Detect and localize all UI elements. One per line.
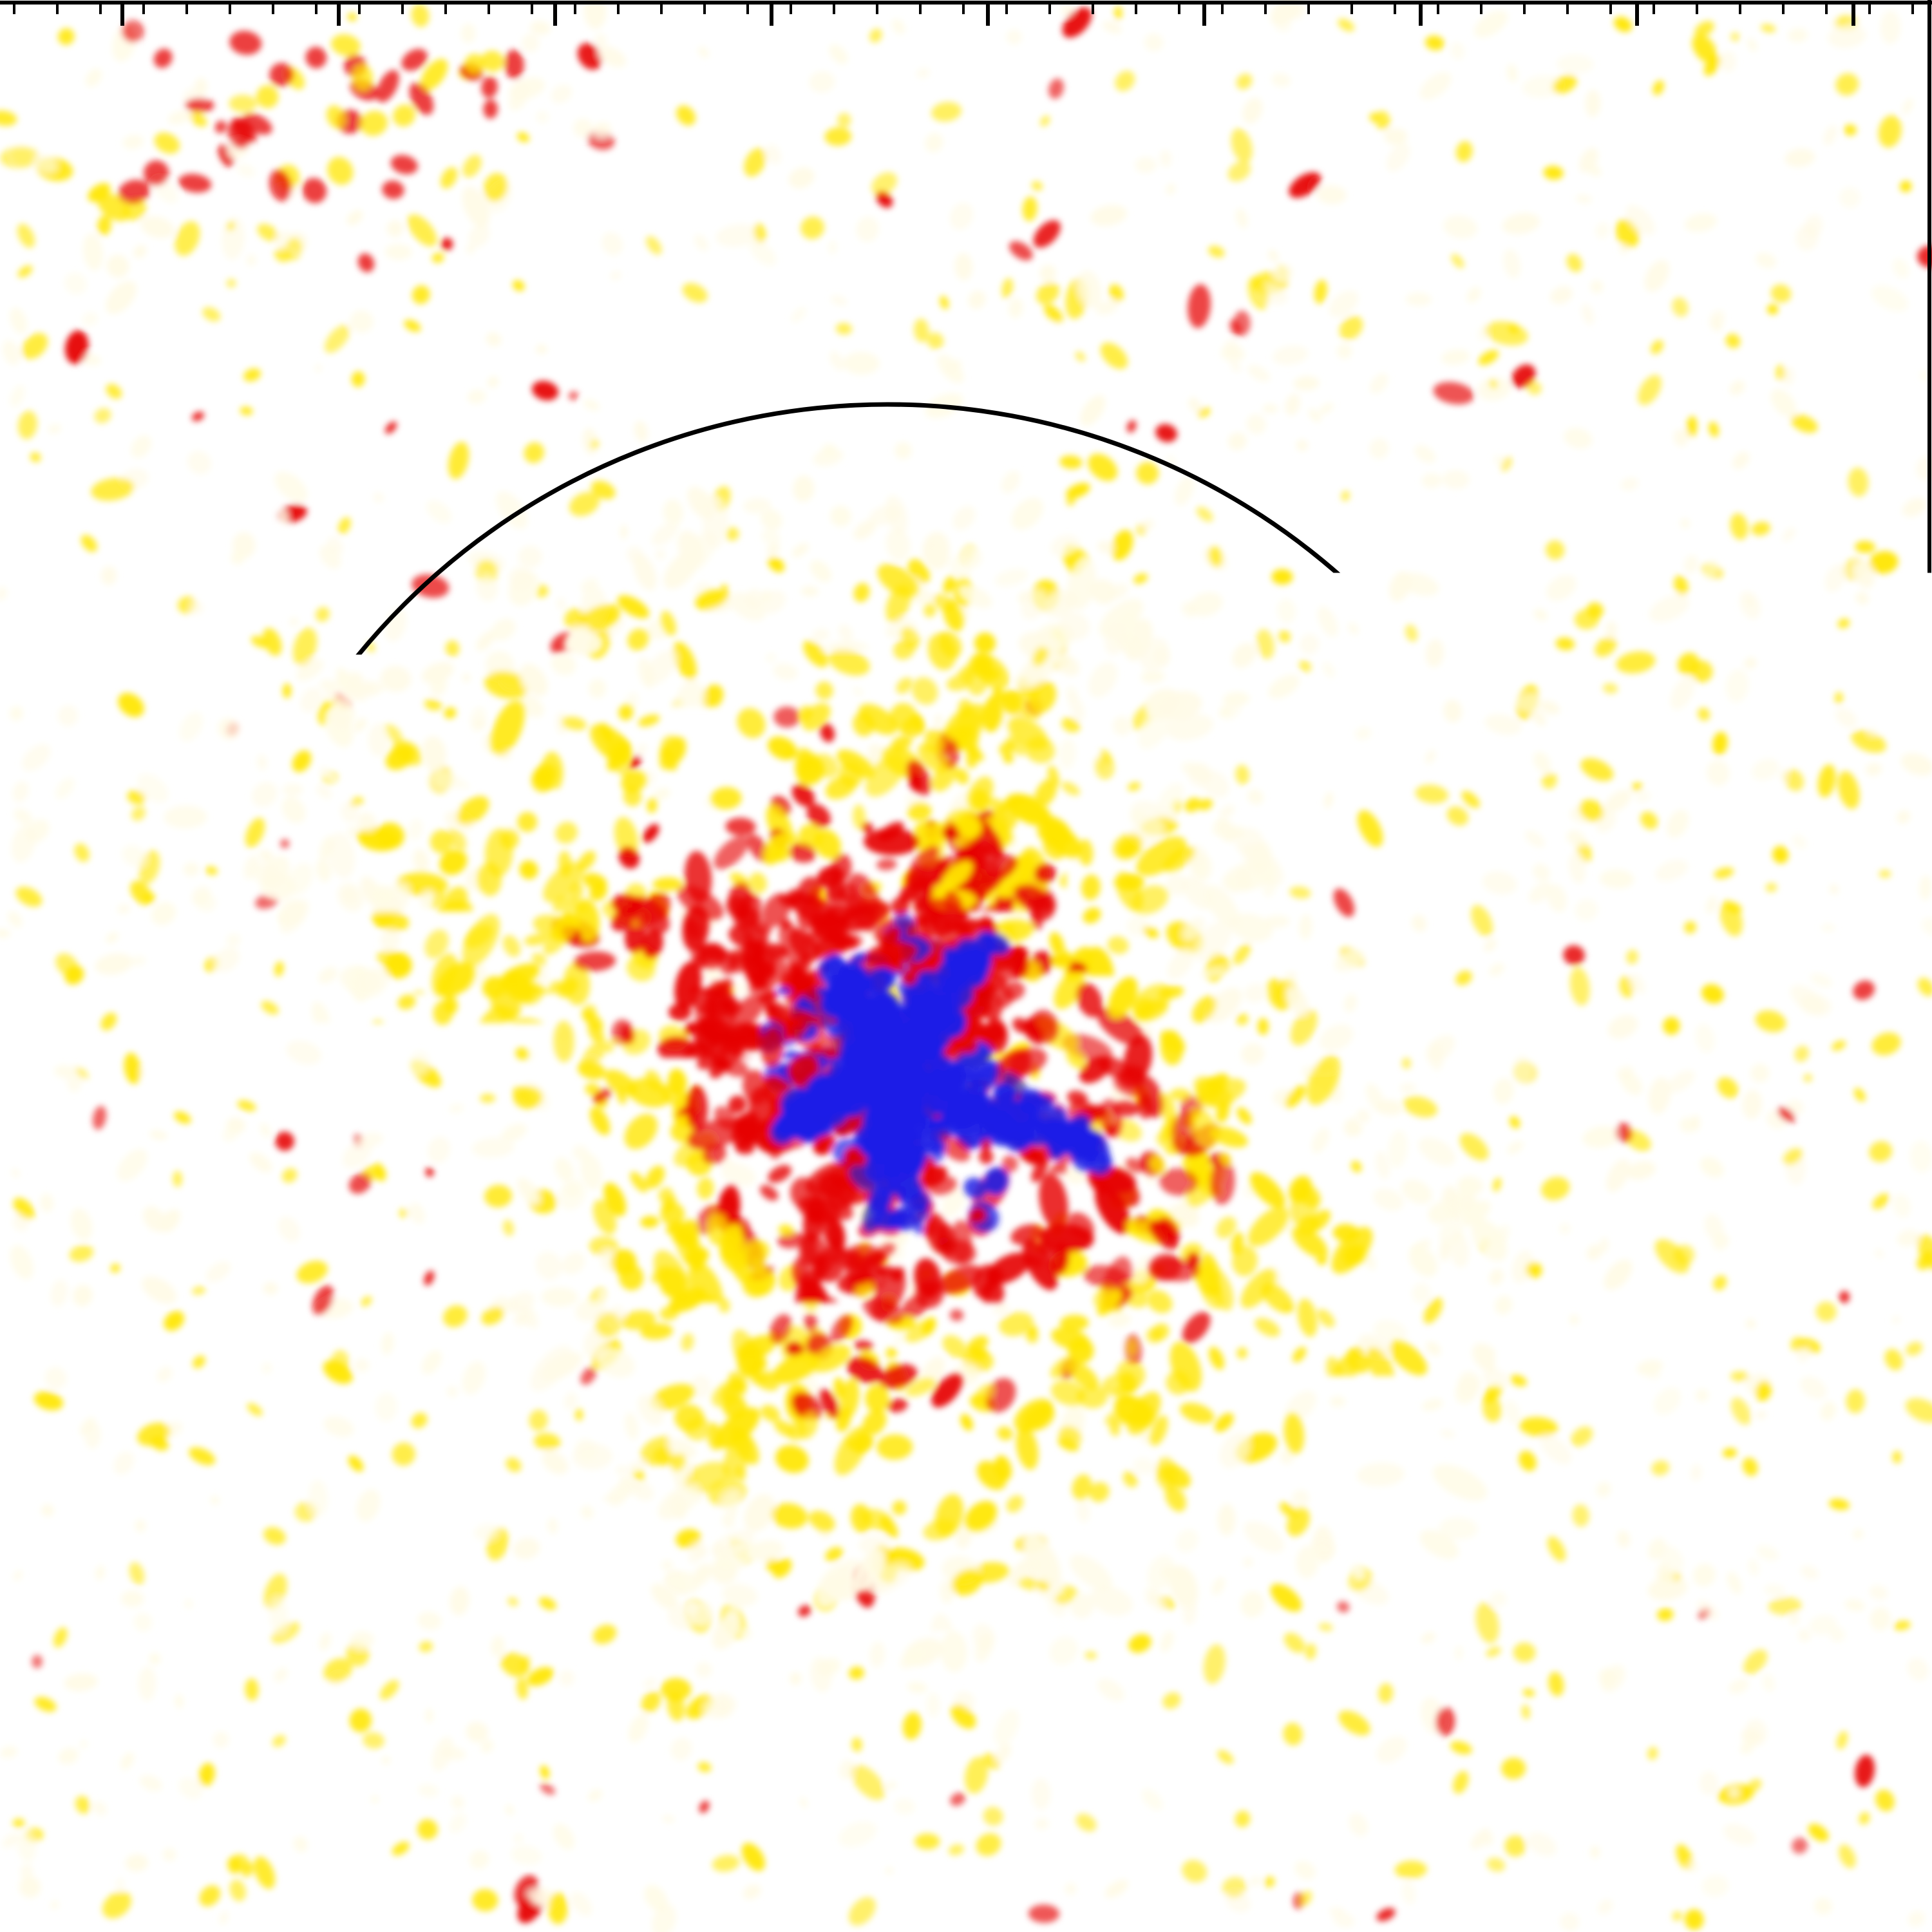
x-tick-label-28m: 28:00.0 <box>1506 1818 1719 1889</box>
emission-blob <box>384 952 412 978</box>
x-tick-label-29m: 29:00.0 <box>1081 1818 1294 1889</box>
x-tick-label-0: 0 <box>0 1818 35 1889</box>
emission-blob <box>822 444 837 456</box>
emission-blob <box>425 1709 433 1723</box>
x-tick-label-14h30m: 14:30:00.0 <box>611 1818 916 1889</box>
emission-blob <box>548 1893 568 1924</box>
emission-blob <box>914 1833 940 1850</box>
y-tick-label: 00.0 <box>0 1012 117 1083</box>
emission-blob <box>1821 923 1835 932</box>
emission-blob <box>1233 310 1250 336</box>
emission-blob <box>1114 6 1122 20</box>
emission-blob <box>575 1408 583 1421</box>
x-tick-label-31m: 31:00.0 <box>235 1818 449 1889</box>
